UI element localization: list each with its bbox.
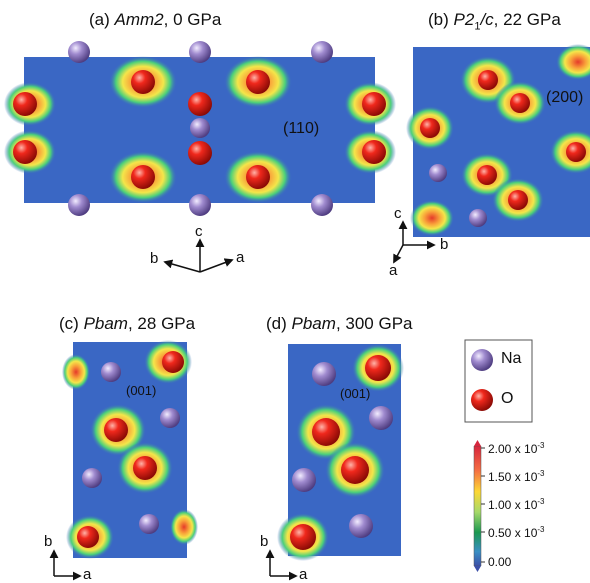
o-atom (133, 456, 157, 480)
colorbar-bottom-cap (474, 566, 481, 572)
panel-a-map (4, 41, 396, 216)
colorbar-label-2: 1.00 x 10-3 (488, 497, 545, 512)
panel-a-axis-b: b (150, 250, 159, 267)
panel-b-axes (393, 220, 436, 264)
panel-b-plane: (200) (546, 89, 584, 106)
panel-c-axis-b: b (44, 533, 53, 550)
na-atom (160, 408, 180, 428)
colorbar-label-3: 0.50 x 10-3 (488, 525, 545, 540)
panel-a-label: (a) (89, 10, 110, 29)
na-atom (68, 41, 90, 63)
legend-na-label: Na (501, 350, 522, 367)
legend-o-swatch (471, 389, 493, 411)
na-atom (311, 41, 333, 63)
o-atom (420, 118, 440, 138)
na-atom (189, 194, 211, 216)
colorbar-top-cap (474, 440, 481, 446)
panel-b-axis-b: b (440, 236, 449, 253)
panel-a-structure: Amm2 (114, 10, 164, 29)
panel-d-map (277, 344, 404, 561)
colorbar-label-0: 2.00 x 10-3 (488, 441, 545, 456)
o-atom (162, 351, 184, 373)
o-atom (188, 141, 212, 165)
na-atom (139, 514, 159, 534)
o-atom (477, 165, 497, 185)
panel-a-axis-c: c (195, 223, 203, 240)
o-atom (362, 92, 386, 116)
o-atom (131, 165, 155, 189)
panel-b-structure: P2 (453, 10, 475, 29)
o-atom (312, 418, 340, 446)
o-atom (104, 418, 128, 442)
panel-d-structure: Pbam (291, 314, 336, 333)
panel-c-axis-a: a (83, 566, 92, 583)
colorbar-label-4: 0.00 (488, 555, 512, 569)
na-atom (469, 209, 487, 227)
o-atom (77, 526, 99, 548)
panel-b-structure-post: /c (480, 10, 494, 29)
o-atom (188, 92, 212, 116)
o-atom (566, 142, 586, 162)
panel-b-axis-a: a (389, 262, 398, 279)
na-atom (101, 362, 121, 382)
panel-a-axis-a: a (236, 249, 245, 266)
na-atom (189, 41, 211, 63)
panel-c-structure: Pbam (83, 314, 128, 333)
na-atom (82, 468, 102, 488)
panel-c-axes (49, 549, 82, 581)
o-atom (290, 524, 316, 550)
panel-a-title: (a) Amm2, 0 GPa (89, 10, 221, 30)
panel-a-density-halos (4, 56, 396, 203)
o-atom (246, 165, 270, 189)
legend-o-label: O (501, 390, 514, 407)
panel-b-label: (b) (428, 10, 449, 29)
na-atom (190, 118, 210, 138)
panel-d-axes (265, 549, 298, 581)
colorbar-label-1: 1.50 x 10-3 (488, 469, 545, 484)
o-atom (362, 140, 386, 164)
colorbar (473, 440, 485, 572)
legend-na-swatch (471, 349, 493, 371)
na-atom (349, 514, 373, 538)
o-atom (246, 70, 270, 94)
panel-b-structure-sub: 1 (474, 20, 481, 33)
o-atom (13, 92, 37, 116)
na-atom (68, 194, 90, 216)
panel-c-title: (c) Pbam, 28 GPa (59, 314, 195, 334)
o-atom (131, 70, 155, 94)
panel-d-pressure: , 300 GPa (335, 314, 413, 333)
panel-c-map (62, 340, 198, 559)
na-atom (429, 164, 447, 182)
panel-d-title: (d) Pbam, 300 GPa (266, 314, 413, 334)
na-atom (311, 194, 333, 216)
o-atom (365, 355, 391, 381)
panel-a-axes (163, 238, 234, 273)
o-atom (13, 140, 37, 164)
panel-d-plane: (001) (340, 386, 371, 401)
o-atom (508, 190, 528, 210)
na-atom (369, 406, 393, 430)
panel-b-map (406, 44, 590, 237)
panel-d-axis-a: a (299, 566, 308, 583)
panel-c-label: (c) (59, 314, 79, 333)
panel-a-plane: (110) (283, 120, 320, 137)
panel-d-axis-b: b (260, 533, 269, 550)
panel-d-label: (d) (266, 314, 287, 333)
panel-c-pressure: , 28 GPa (127, 314, 196, 333)
panel-a-pressure: , 0 GPa (163, 10, 222, 29)
na-atom (312, 362, 336, 386)
panel-b-title: (b) P21/c, 22 GPa (428, 10, 561, 32)
panel-b-axis-c: c (394, 205, 402, 222)
legend (464, 339, 533, 423)
na-atom (292, 468, 316, 492)
o-atom (510, 93, 530, 113)
panel-b-pressure: , 22 GPa (493, 10, 561, 29)
o-atom (478, 70, 498, 90)
panel-c-plane: (001) (126, 383, 157, 398)
o-atom (341, 456, 369, 484)
colorbar-gradient (473, 445, 482, 567)
